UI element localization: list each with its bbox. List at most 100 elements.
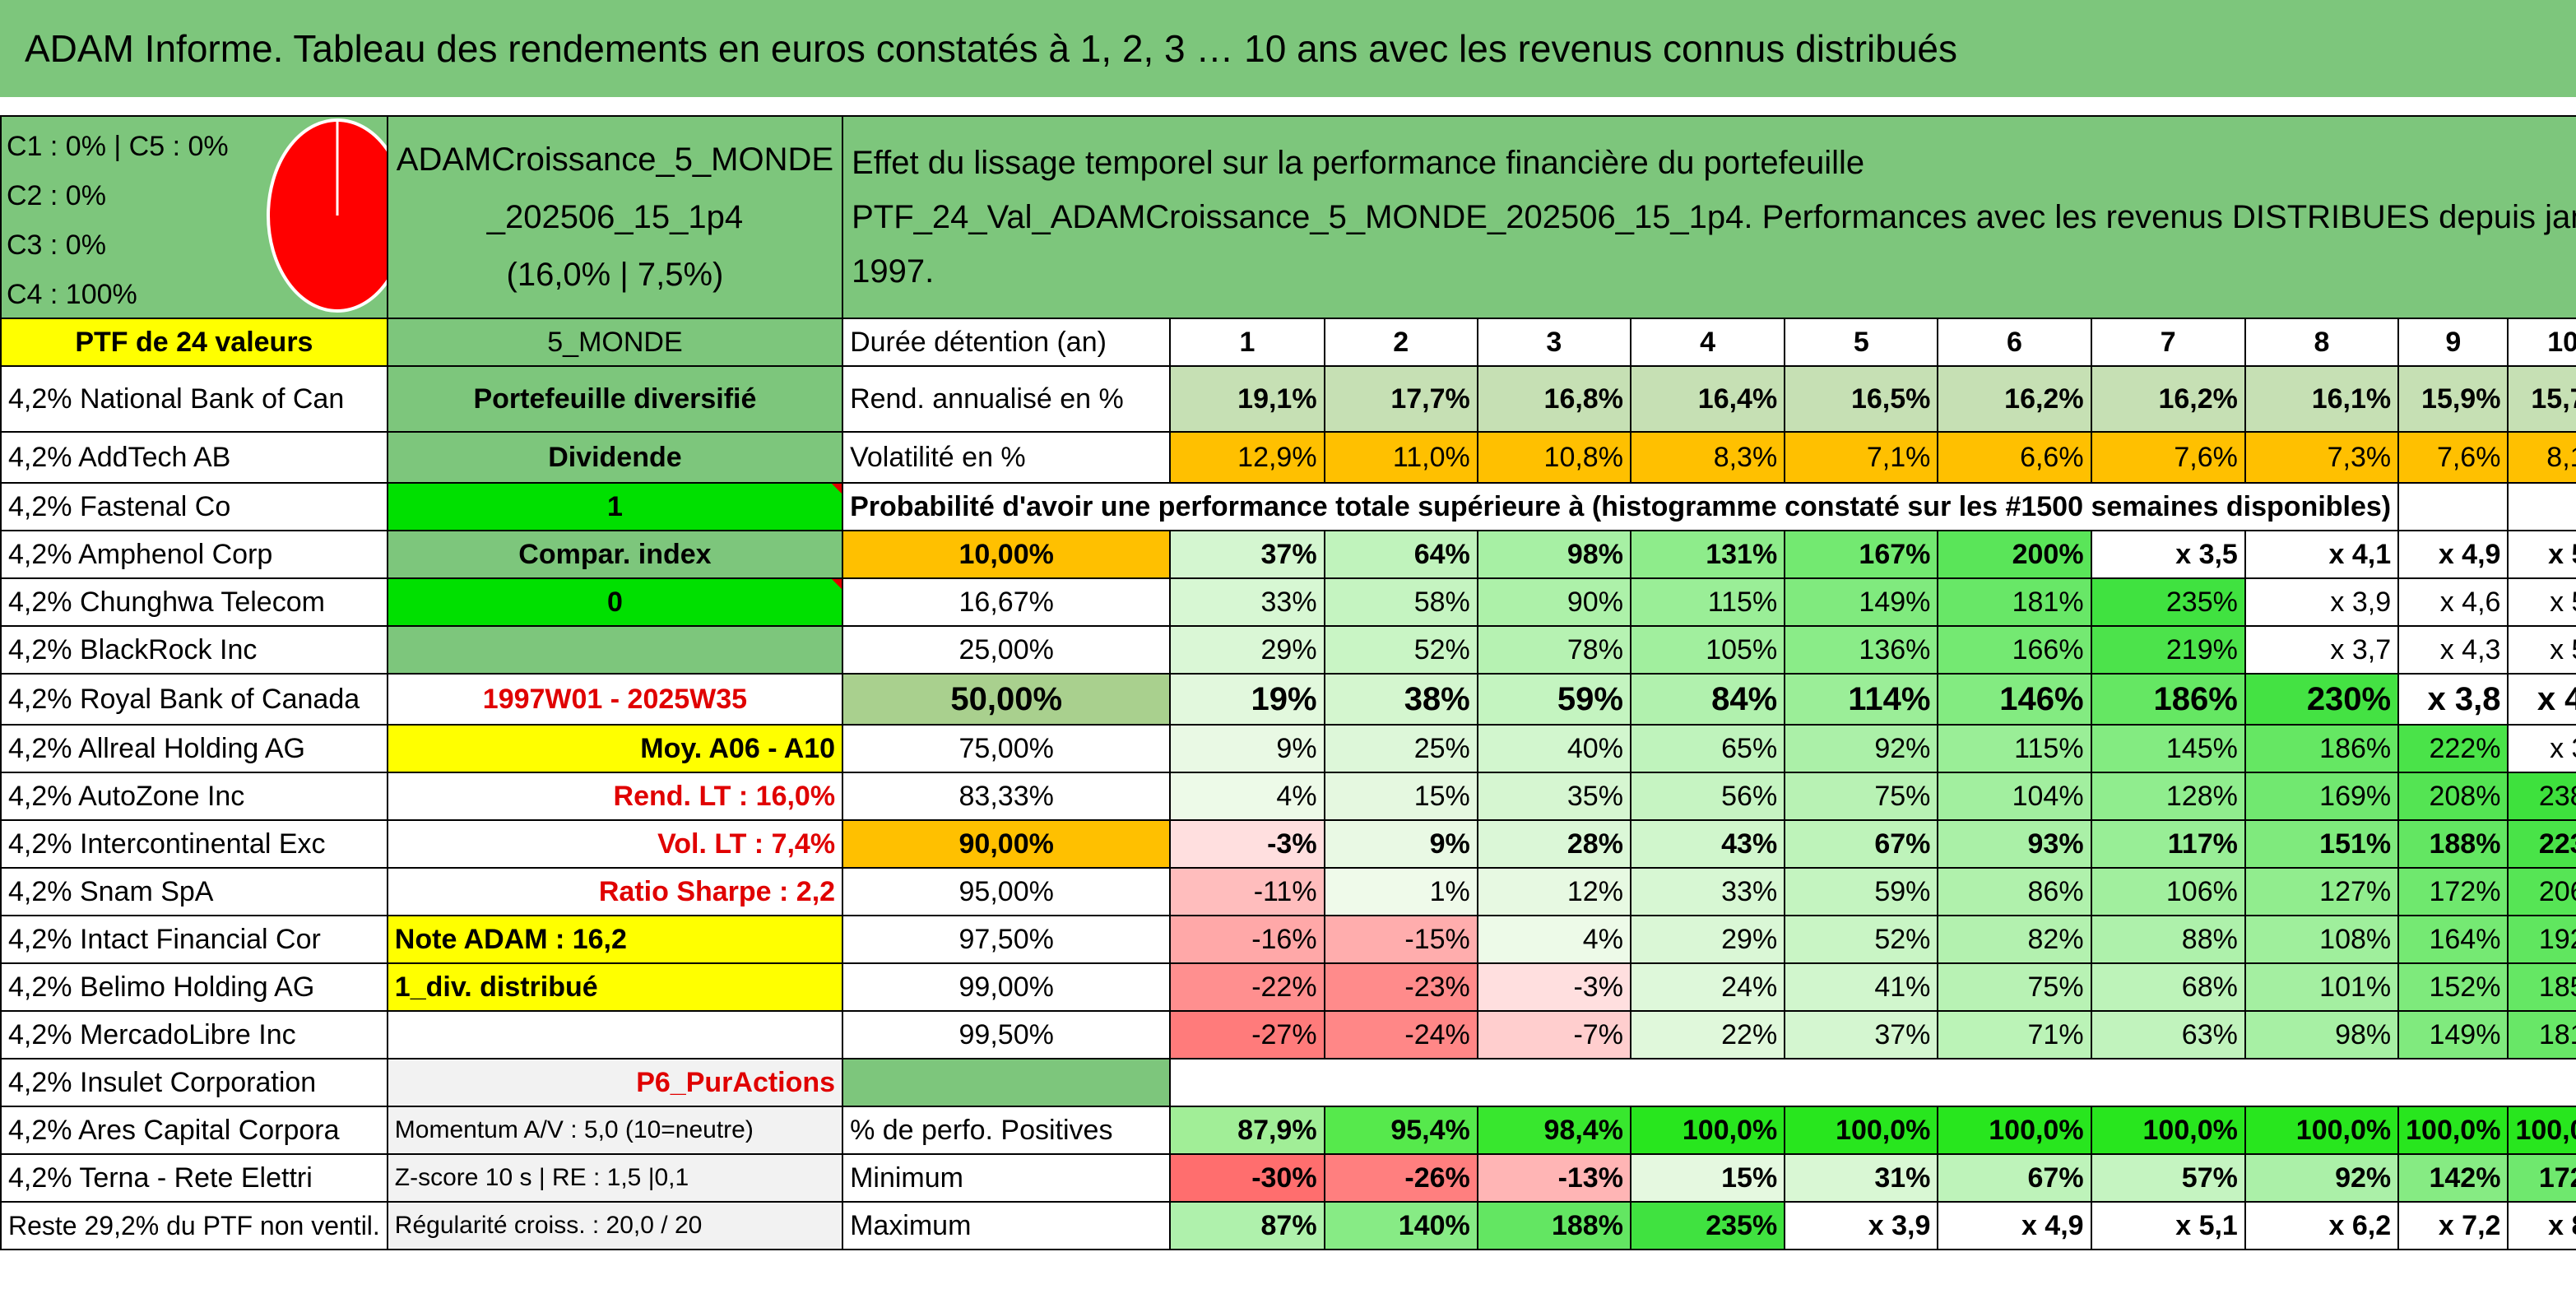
fund-name-line: _202506_15_1p4 xyxy=(486,199,744,235)
fund-desc-line: PTF_24_Val_ADAMCroissance_5_MONDE_202506… xyxy=(852,199,2576,290)
prob-value: 167% xyxy=(1784,530,1939,579)
positive-value: 100,0% xyxy=(2507,1106,2576,1155)
compar-label: Compar. index xyxy=(386,530,844,579)
prob-value: 219% xyxy=(2090,625,2246,675)
holding-name: 4,2% Intact Financial Cor xyxy=(0,915,388,964)
divider xyxy=(0,97,2576,115)
vol-row: 4,2% AddTech AB Dividende Volatilité en % 1… xyxy=(0,431,2576,484)
vol-value: 8,1% xyxy=(2507,431,2576,484)
probability-level: 10,00% xyxy=(842,530,1172,579)
vol-value: 7,3% xyxy=(2244,431,2400,484)
vol-value: 10,8% xyxy=(1476,431,1631,484)
prob-value: -11% xyxy=(1169,867,1325,916)
prob-value: x 4,1 xyxy=(2244,530,2400,579)
prob-value: 29% xyxy=(1169,625,1325,675)
bottom-margin xyxy=(0,1273,2576,1289)
prob-value: 230% xyxy=(2244,673,2400,726)
holding-name: 4,2% BlackRock Inc xyxy=(0,625,388,675)
prob-value: 52% xyxy=(1784,915,1939,964)
positive-value: 100,0% xyxy=(2090,1106,2246,1155)
prob-value: 166% xyxy=(1937,625,2092,675)
allocation-line: C1 : 0% | C5 : 0% xyxy=(7,131,229,162)
max-row: Reste 29,2% du PTF non ventil. Régularité… xyxy=(0,1201,2576,1250)
prob-value: 186% xyxy=(2244,724,2400,773)
region-label: 5_MONDE xyxy=(386,318,844,367)
max-value: x 3,9 xyxy=(1784,1201,1939,1250)
prob-value: 86% xyxy=(1937,867,2092,916)
probability-level: 25,00% xyxy=(842,625,1172,675)
empty-cell xyxy=(2507,482,2576,531)
rend-value: 16,4% xyxy=(1629,365,1786,433)
portfolio-type: Portefeuille diversifié xyxy=(386,365,844,433)
empty-cell xyxy=(2508,1058,2576,1107)
prob-row: 4,2% Allreal Holding AG Moy. A06 - A10 75,… xyxy=(0,724,2576,773)
year-header: 5 xyxy=(1784,318,1939,367)
div-distribue: 1_div. distribué xyxy=(386,962,844,1012)
empty-cell xyxy=(1324,1058,1478,1107)
regularite-label: Régularité croiss. : 20,0 / 20 xyxy=(386,1201,844,1250)
min-value: -26% xyxy=(1323,1153,1478,1203)
prob-value: 25% xyxy=(1323,724,1478,773)
year-header: 9 xyxy=(2397,318,2509,367)
prob-row: 4,2% Chunghwa Telecom 0 16,67% 33% 58% 90% 115… xyxy=(0,577,2576,627)
year-header: 10 xyxy=(2507,318,2576,367)
prob-value: 151% xyxy=(2244,819,2400,869)
empty-cell xyxy=(386,625,844,675)
rend-value: 16,2% xyxy=(1937,365,2092,433)
prob-value: -24% xyxy=(1323,1010,1478,1059)
pur-row: 4,2% Insulet Corporation P6_PurActions xyxy=(0,1058,2576,1107)
moy-label: Moy. A06 - A10 xyxy=(386,724,844,773)
rend-label: Rend. annualisé en % xyxy=(842,365,1172,433)
prob-value: 59% xyxy=(1476,673,1631,726)
max-value: 188% xyxy=(1476,1201,1631,1250)
prob-value: 82% xyxy=(1937,915,2092,964)
min-value: 67% xyxy=(1937,1153,2092,1203)
positive-value: 87,9% xyxy=(1169,1106,1325,1155)
rend-value: 19,1% xyxy=(1169,365,1325,433)
prob-row: 4,2% AutoZone Inc Rend. LT : 16,0% 83,33% 4… xyxy=(0,772,2576,821)
prob-row: 4,2% Snam SpA Ratio Sharpe : 2,2 95,00% -11… xyxy=(0,867,2576,916)
prob-value: -16% xyxy=(1169,915,1325,964)
rend-value: 16,2% xyxy=(2090,365,2246,433)
probability-level: 95,00% xyxy=(842,867,1172,916)
positive-value: 100,0% xyxy=(1784,1106,1939,1155)
min-value: 172% xyxy=(2507,1153,2576,1203)
prob-value: x 3,7 xyxy=(2244,625,2400,675)
rend-value: 16,8% xyxy=(1476,365,1631,433)
prob-value: 29% xyxy=(1629,915,1786,964)
prob-value: 63% xyxy=(2090,1010,2246,1059)
prob-row: 4,2% Intercontinental Exc Vol. LT : 7,4% 9… xyxy=(0,819,2576,869)
prob-value: x 4,9 xyxy=(2397,530,2509,579)
holding-name: 4,2% Intercontinental Exc xyxy=(0,819,388,869)
positive-value: 100,0% xyxy=(1937,1106,2092,1155)
prob-value: 12% xyxy=(1476,867,1631,916)
prob-value: 52% xyxy=(1323,625,1478,675)
prob-value: 88% xyxy=(2090,915,2246,964)
prob-value: 115% xyxy=(1937,724,2092,773)
max-value: 235% xyxy=(1629,1201,1786,1250)
prob-value: -23% xyxy=(1323,962,1478,1012)
holding-name: 4,2% Chunghwa Telecom xyxy=(0,577,388,627)
probability-level: 90,00% xyxy=(842,819,1172,869)
probability-level: 75,00% xyxy=(842,724,1172,773)
min-value: -13% xyxy=(1476,1153,1631,1203)
prob-value: -3% xyxy=(1476,962,1631,1012)
prob-value: 43% xyxy=(1629,819,1786,869)
allocation-line: C3 : 0% xyxy=(7,230,106,261)
rend-lt: Rend. LT : 16,0% xyxy=(386,772,844,821)
positive-value: 100,0% xyxy=(2397,1106,2509,1155)
holding-name: 4,2% Insulet Corporation xyxy=(0,1058,388,1107)
prob-value: 58% xyxy=(1323,577,1478,627)
holding-name: 4,2% Belimo Holding AG xyxy=(0,962,388,1012)
zscore-label: Z-score 10 s | RE : 1,5 |0,1 xyxy=(386,1153,844,1203)
prob-value: 186% xyxy=(2090,673,2246,726)
fund-name-cell: ADAMCroissance_5_MONDE _202506_15_1p4 (1… xyxy=(386,115,844,319)
compar-value: 0 xyxy=(386,577,844,627)
max-value: x 5,1 xyxy=(2090,1201,2246,1250)
prob-value: 101% xyxy=(2244,962,2400,1012)
fund-name-line: ADAMCroissance_5_MONDE xyxy=(396,141,834,178)
positive-value: 98,4% xyxy=(1476,1106,1631,1155)
prob-value: 98% xyxy=(2244,1010,2400,1059)
holding-name: Reste 29,2% du PTF non ventil. xyxy=(0,1201,388,1250)
prob-value: 106% xyxy=(2090,867,2246,916)
